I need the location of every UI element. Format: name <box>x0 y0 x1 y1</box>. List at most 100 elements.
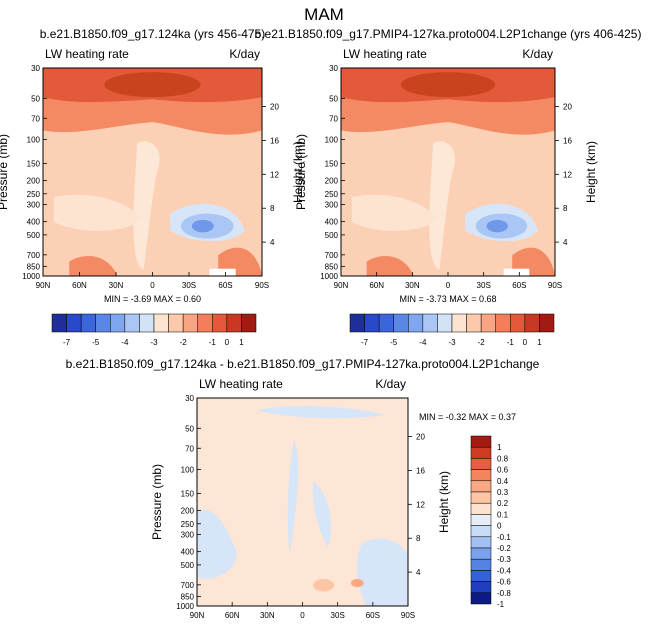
labelbar-label: -7 <box>63 338 71 347</box>
labelbar-box <box>470 547 492 560</box>
labelbar-label: 1 <box>537 338 542 347</box>
y-axis-label: Pressure (mb) <box>0 134 10 210</box>
y-tick-label: 700 <box>27 251 41 260</box>
x-tick-label: 90N <box>36 281 51 290</box>
panel-3: b.e21.B1850.f09_g17.124ka - b.e21.B1850.… <box>66 357 540 620</box>
labelbar-box <box>470 480 492 493</box>
labelbar-label: -1 <box>497 600 505 609</box>
y-tick-label: 500 <box>181 561 195 570</box>
labelbar-label: 0.2 <box>497 499 509 508</box>
field-top-core <box>104 72 201 98</box>
labelbar-box <box>470 570 492 582</box>
y-tick-label: 300 <box>27 201 41 210</box>
y-tick-label: 30 <box>185 394 194 403</box>
labelbar-label: 0 <box>497 522 502 531</box>
x-tick-label: 0 <box>150 281 155 290</box>
labelbar-label: -0.2 <box>497 544 511 553</box>
y-tick-label: 70 <box>329 114 338 123</box>
y-tick-label: 100 <box>325 135 339 144</box>
labelbar-box <box>495 313 511 333</box>
y2-tick-label: 20 <box>416 433 425 442</box>
labelbar-box <box>470 469 492 482</box>
field-blue-top <box>256 405 387 419</box>
labelbar-box <box>466 313 482 333</box>
labelbar-label: -2 <box>478 338 486 347</box>
x-tick-label: 60S <box>366 611 380 620</box>
y-tick-label: 850 <box>27 262 41 271</box>
y2-tick-label: 4 <box>416 568 421 577</box>
labelbar-label: -0.8 <box>497 589 511 598</box>
y-tick-label: 150 <box>325 159 339 168</box>
y2-tick-label: 4 <box>270 238 275 247</box>
field-cool-core <box>191 219 214 233</box>
y-tick-label: 1000 <box>176 602 194 611</box>
labelbar-box <box>422 313 438 333</box>
field-low-pale <box>53 194 142 231</box>
panel-2: b.e21.B1850.f09_g17.PMIP4-127ka.proto004… <box>255 27 642 347</box>
panel-variable-label: LW heating rate <box>45 47 129 61</box>
labelbar-label: 0 <box>225 338 230 347</box>
y-tick-label: 700 <box>181 581 195 590</box>
labelbar-box <box>393 313 409 333</box>
x-tick-label: 60S <box>218 281 232 290</box>
field-blue-south <box>312 481 332 548</box>
panel-units-label: K/day <box>522 47 553 61</box>
labelbar-label: 1 <box>497 443 502 452</box>
y-tick-label: 200 <box>27 177 41 186</box>
field-top-core <box>400 72 496 98</box>
field-missing <box>503 268 530 276</box>
y-tick-label: 1000 <box>22 272 40 281</box>
panel-variable-label: LW heating rate <box>343 47 427 61</box>
y2-tick-label: 12 <box>563 170 572 179</box>
plot-border <box>340 67 556 277</box>
y-tick-label: 500 <box>325 231 339 240</box>
labelbar-box <box>437 313 453 333</box>
y-tick-label: 1000 <box>320 272 338 281</box>
y-tick-label: 70 <box>31 114 40 123</box>
y2-tick-label: 8 <box>416 534 421 543</box>
y-tick-label: 400 <box>325 218 339 227</box>
field-blue-tropics <box>287 439 299 554</box>
y-axis-label: Pressure (mb) <box>150 464 164 540</box>
labelbar-box <box>95 313 111 333</box>
x-tick-label: 60N <box>225 611 240 620</box>
x-tick-label: 0 <box>300 611 305 620</box>
field-surface-warm <box>69 255 118 276</box>
plot-border <box>196 397 409 607</box>
labelbar-box <box>349 313 365 333</box>
x-tick-label: 90S <box>548 281 562 290</box>
y-tick-label: 400 <box>181 548 195 557</box>
y-tick-label: 250 <box>325 190 339 199</box>
labelbar-label: -2 <box>180 338 188 347</box>
x-tick-label: 60N <box>369 281 384 290</box>
y2-axis-label: Height (km) <box>291 141 305 203</box>
field-tropical-tongue <box>133 141 160 270</box>
labelbar-box <box>241 313 257 333</box>
labelbar-box <box>80 313 96 333</box>
x-tick-label: 30N <box>260 611 275 620</box>
y2-axis-label: Height (km) <box>584 141 598 203</box>
y2-tick-label: 20 <box>563 103 572 112</box>
x-tick-label: 90N <box>190 611 205 620</box>
y-tick-label: 50 <box>329 94 338 103</box>
labelbar-box <box>470 491 492 504</box>
x-tick-label: 60N <box>72 281 87 290</box>
labelbar-box <box>470 446 492 459</box>
labelbar-box <box>470 458 492 470</box>
labelbar-label: 0.6 <box>497 466 509 475</box>
labelbar-label: -0.6 <box>497 578 511 587</box>
field-missing <box>209 268 236 276</box>
labelbar-box <box>470 581 492 594</box>
y2-tick-label: 16 <box>563 136 572 145</box>
y-tick-label: 250 <box>181 520 195 529</box>
labelbar-box <box>378 313 394 333</box>
x-tick-label: 30S <box>331 611 345 620</box>
y-tick-label: 50 <box>185 424 194 433</box>
y-tick-label: 850 <box>325 262 339 271</box>
x-tick-label: 30S <box>477 281 491 290</box>
y2-axis-label: Height (km) <box>437 471 451 533</box>
field-blue-southpole <box>356 538 408 606</box>
stats-label: MIN = -0.32 MAX = 0.37 <box>419 412 516 422</box>
